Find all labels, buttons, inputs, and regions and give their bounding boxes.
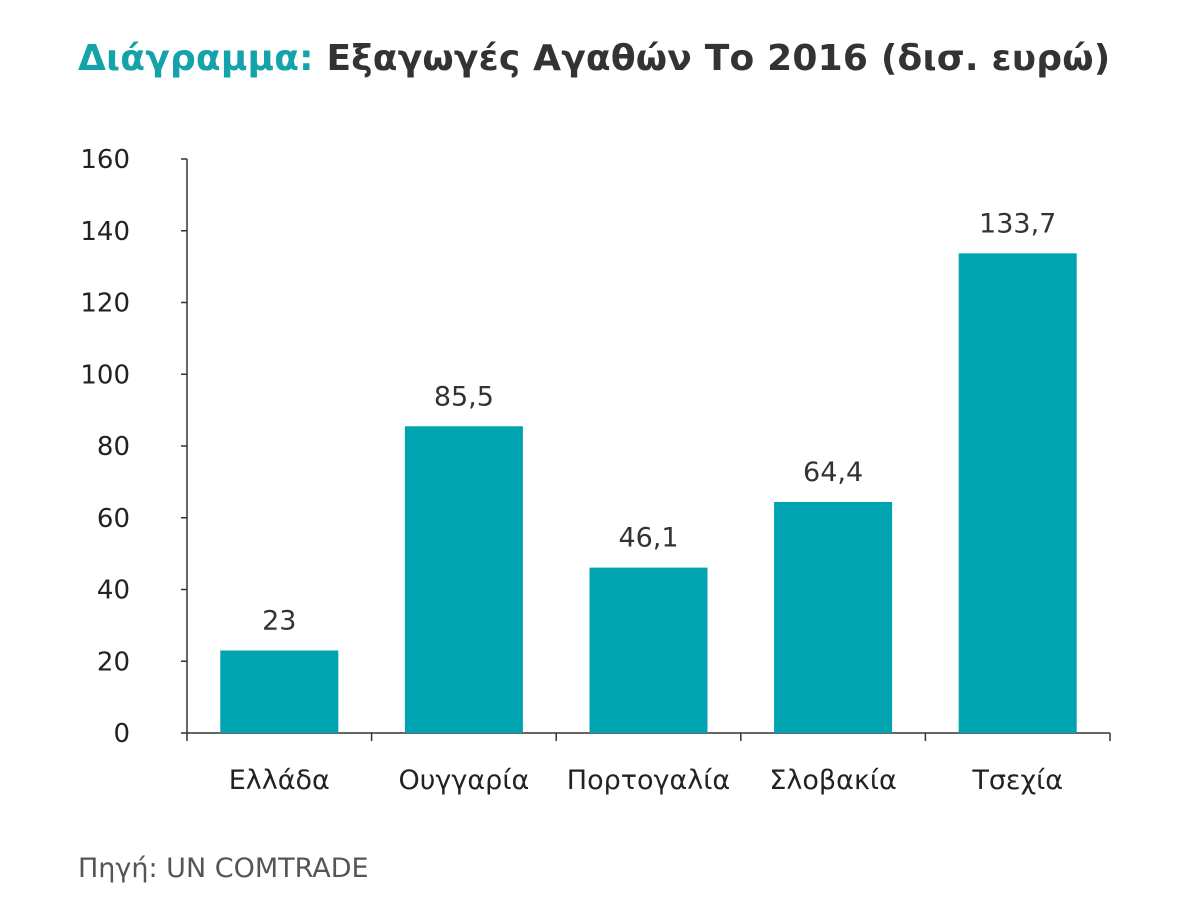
y-tick-label: 80 [97, 432, 130, 462]
y-tick-label: 40 [97, 576, 130, 606]
bar [774, 501, 893, 733]
title-main: Εξαγωγές Αγαθών Το 2016 (δισ. ευρώ) [326, 38, 1111, 79]
data-label: 85,5 [434, 381, 494, 412]
bar [220, 650, 339, 733]
data-label: 23 [262, 605, 296, 636]
bar [404, 426, 523, 733]
y-tick-label: 0 [113, 719, 130, 749]
chart-title: Διάγραμμα: Εξαγωγές Αγαθών Το 2016 (δισ.… [78, 38, 1110, 79]
category-label: Ουγγαρία [399, 765, 530, 796]
category-label: Σλοβακία [769, 765, 896, 796]
category-label: Τσεχία [971, 765, 1063, 796]
bar [958, 253, 1077, 733]
bar-chart: 0 20 40 60 80 100 120 140 160 23 Ελλάδα 85,5 Ουγγαρί… [80, 145, 1111, 796]
y-tick-label: 20 [97, 647, 130, 677]
y-tick-label: 120 [80, 289, 130, 319]
bar [589, 567, 708, 733]
y-tick-label: 140 [80, 217, 130, 247]
y-tick-label: 60 [97, 504, 130, 534]
category-label: Πορτογαλία [567, 765, 730, 796]
data-label: 64,4 [803, 457, 863, 488]
y-tick-label: 100 [80, 360, 130, 390]
data-label: 46,1 [618, 523, 678, 554]
category-label: Ελλάδα [229, 765, 330, 796]
source-note: Πηγή: UN COMTRADE [78, 853, 369, 884]
y-tick-label: 160 [80, 145, 130, 175]
title-prefix: Διάγραμμα: [78, 38, 314, 79]
data-label: 133,7 [979, 208, 1056, 239]
